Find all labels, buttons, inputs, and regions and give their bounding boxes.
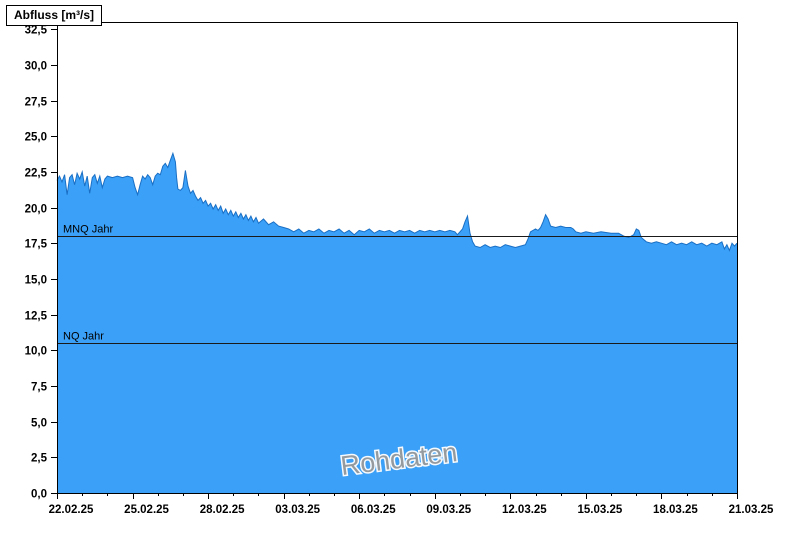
- x-tick-label: 25.02.25: [124, 504, 169, 516]
- y-tick-label: 0,0: [31, 489, 47, 501]
- y-tick-label: 10,0: [25, 346, 47, 358]
- series-area: [57, 153, 737, 494]
- reference-line-mnq: MNQ Jahr: [57, 224, 737, 237]
- y-tick-label: 15,0: [25, 275, 47, 287]
- x-axis: 22.02.25 25.02.25 28.02.25 03.03.25 06.03.25…: [49, 493, 774, 516]
- x-tick-label: 06.03.25: [351, 504, 396, 516]
- reference-line-label: NQ Jahr: [63, 331, 104, 343]
- y-tick-label: 2,5: [31, 453, 48, 465]
- x-tick-label: 15.03.25: [578, 504, 623, 516]
- x-tick-label: 09.03.25: [426, 504, 471, 516]
- plot-border: [57, 22, 738, 494]
- y-tick-label: 5,0: [31, 418, 47, 430]
- y-tick-label: 17,5: [25, 239, 48, 251]
- y-tick-label: 22,5: [25, 168, 48, 180]
- x-tick-label: 03.03.25: [275, 504, 320, 516]
- reference-line-nq: NQ Jahr: [57, 331, 737, 344]
- y-axis: 0,0 2,5 5,0 7,5 10,0 12,5 15,0 17,5 20,0 22,5 25,0…: [25, 25, 57, 501]
- series-line: [56, 151, 738, 252]
- x-tick-label: 28.02.25: [200, 504, 245, 516]
- x-tick-label: 22.02.25: [49, 504, 94, 516]
- x-tick-label: 12.03.25: [502, 504, 547, 516]
- y-tick-label: 30,0: [25, 61, 47, 73]
- y-tick-label: 27,5: [25, 97, 48, 109]
- y-tick-label: 25,0: [25, 132, 47, 144]
- y-tick-label: 20,0: [25, 204, 47, 216]
- chart-title-label: Abfluss [m³/s]: [14, 8, 95, 22]
- chart-title: Abfluss [m³/s]: [6, 5, 103, 26]
- y-tick-label: 7,5: [31, 382, 48, 394]
- y-tick-label: 12,5: [25, 311, 48, 323]
- x-tick-label: 21.03.25: [729, 504, 774, 516]
- y-tick-label: 32,5: [25, 25, 48, 37]
- reference-line-label: MNQ Jahr: [63, 224, 113, 236]
- x-tick-label: 18.03.25: [653, 504, 698, 516]
